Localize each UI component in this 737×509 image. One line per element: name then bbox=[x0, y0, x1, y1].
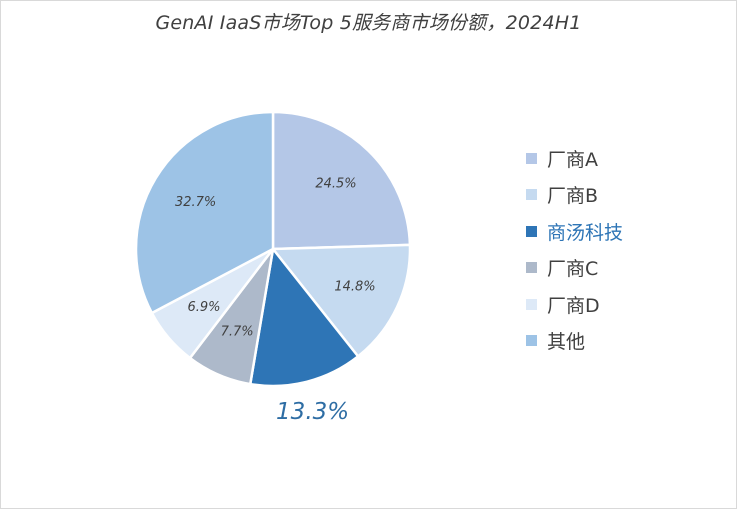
pie-slice-0 bbox=[271, 110, 412, 251]
legend-label: 其他 bbox=[547, 331, 586, 354]
legend-label: 厂商A bbox=[547, 148, 598, 171]
legend-swatch bbox=[526, 152, 537, 164]
legend-swatch bbox=[526, 335, 537, 347]
legend-swatch bbox=[526, 189, 537, 201]
slice-label-4: 6.9% bbox=[187, 300, 220, 315]
legend-item-2: 商汤科技 bbox=[526, 213, 623, 250]
legend-label: 厂商C bbox=[547, 258, 599, 281]
legend-item-5: 其他 bbox=[526, 323, 623, 360]
legend-swatch bbox=[526, 298, 537, 310]
legend-label: 厂商B bbox=[547, 185, 599, 208]
slice-label-2: 13.3% bbox=[276, 399, 349, 425]
pie-slice-1 bbox=[271, 243, 412, 358]
legend-swatch bbox=[526, 262, 537, 274]
legend-item-0: 厂商A bbox=[526, 140, 623, 177]
legend-item-4: 厂商D bbox=[526, 286, 623, 323]
slice-label-3: 7.7% bbox=[221, 325, 254, 340]
legend-label: 商汤科技 bbox=[547, 221, 624, 244]
legend-swatch bbox=[526, 225, 537, 237]
slice-label-5: 32.7% bbox=[175, 195, 216, 210]
pie-slice-2 bbox=[249, 247, 360, 388]
slice-label-0: 24.5% bbox=[315, 177, 356, 192]
pie-slice-5 bbox=[134, 110, 275, 315]
chart-title: GenAI IaaS市场Top 5服务商市场份额，2024H1 bbox=[155, 12, 582, 34]
slice-label-1: 14.8% bbox=[334, 280, 375, 295]
legend-label: 厂商D bbox=[547, 294, 600, 317]
legend-item-3: 厂商C bbox=[526, 250, 623, 287]
legend-item-1: 厂商B bbox=[526, 177, 623, 214]
legend: 厂商A 厂商B 商汤科技厂商C 厂商D 其他 bbox=[526, 140, 623, 359]
